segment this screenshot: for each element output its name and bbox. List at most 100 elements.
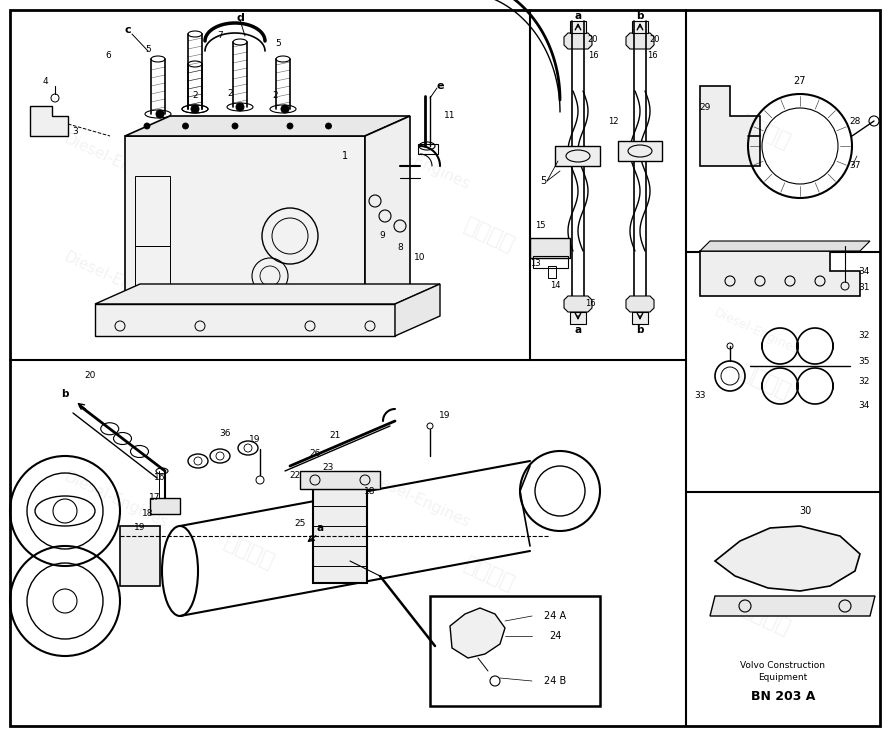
Text: 23: 23: [322, 464, 334, 473]
Text: 20: 20: [650, 35, 660, 43]
Bar: [430, 596, 600, 706]
Text: 5: 5: [275, 38, 281, 48]
Circle shape: [281, 105, 289, 113]
Text: 5: 5: [145, 46, 151, 54]
Text: c: c: [125, 25, 132, 35]
Text: 32: 32: [859, 331, 870, 341]
Text: 24: 24: [549, 631, 562, 641]
Text: 6: 6: [105, 52, 111, 60]
Polygon shape: [700, 241, 870, 251]
Text: 34: 34: [859, 266, 870, 275]
Text: 柴发动力: 柴发动力: [461, 553, 518, 595]
Text: b: b: [636, 325, 643, 335]
Text: 18: 18: [364, 486, 376, 495]
Polygon shape: [30, 106, 68, 136]
Text: 28: 28: [849, 116, 861, 126]
Text: 柴发动力: 柴发动力: [461, 215, 518, 256]
Bar: [570, 312, 586, 324]
Circle shape: [287, 123, 293, 129]
Text: BN 203 A: BN 203 A: [751, 690, 815, 702]
Text: 26: 26: [310, 450, 320, 459]
Circle shape: [191, 105, 199, 113]
Text: b: b: [61, 389, 69, 399]
Text: 36: 36: [219, 428, 231, 437]
Polygon shape: [313, 489, 367, 583]
Text: 32: 32: [859, 377, 870, 386]
Text: Diesel-Engines: Diesel-Engines: [364, 470, 473, 531]
Text: Diesel-Engines: Diesel-Engines: [61, 249, 170, 311]
Text: 8: 8: [397, 244, 403, 252]
Text: Diesel-Engines: Diesel-Engines: [364, 131, 473, 193]
Text: 21: 21: [329, 431, 341, 441]
Polygon shape: [564, 296, 592, 312]
Text: d: d: [236, 13, 244, 23]
Text: 33: 33: [694, 392, 706, 400]
Text: 16: 16: [154, 473, 166, 483]
Text: 25: 25: [295, 518, 305, 528]
Circle shape: [232, 123, 238, 129]
Text: 31: 31: [859, 283, 870, 292]
Polygon shape: [700, 251, 860, 296]
Text: 16: 16: [585, 300, 595, 308]
Text: 2: 2: [192, 91, 198, 101]
Polygon shape: [300, 471, 380, 489]
Text: 柴发动力: 柴发动力: [737, 362, 794, 403]
Text: 14: 14: [550, 281, 560, 291]
Text: 2: 2: [272, 91, 278, 101]
Text: 24 A: 24 A: [544, 611, 566, 621]
Text: 17: 17: [150, 494, 161, 503]
Text: 29: 29: [700, 104, 711, 113]
Text: Equipment: Equipment: [758, 673, 807, 682]
Text: 19: 19: [134, 523, 146, 533]
Circle shape: [144, 123, 150, 129]
Text: 24 B: 24 B: [544, 676, 566, 686]
Bar: [570, 21, 586, 33]
Text: 13: 13: [530, 260, 540, 269]
Circle shape: [156, 110, 164, 118]
Text: 10: 10: [414, 253, 425, 263]
Text: e: e: [436, 81, 444, 91]
Text: a: a: [317, 523, 324, 533]
Text: 18: 18: [142, 509, 154, 518]
Text: 37: 37: [849, 161, 861, 171]
Bar: [135, 176, 170, 246]
Text: 7: 7: [217, 32, 222, 40]
Text: 16: 16: [587, 52, 598, 60]
Bar: [555, 146, 600, 166]
Text: 4: 4: [42, 77, 48, 85]
Text: 柴发动力: 柴发动力: [212, 289, 269, 330]
Polygon shape: [125, 136, 365, 306]
Text: 柴发动力: 柴发动力: [737, 598, 794, 639]
Bar: [632, 21, 648, 33]
Text: 11: 11: [444, 111, 456, 121]
Text: 27: 27: [794, 76, 806, 86]
Polygon shape: [700, 86, 760, 166]
Text: 柴发动力: 柴发动力: [221, 185, 278, 227]
Text: 30: 30: [799, 506, 811, 516]
Circle shape: [326, 123, 331, 129]
Polygon shape: [125, 116, 410, 136]
Text: Diesel-Engines: Diesel-Engines: [712, 305, 801, 357]
Bar: [530, 238, 570, 258]
Text: 1: 1: [342, 151, 348, 161]
Circle shape: [236, 103, 244, 111]
Polygon shape: [626, 33, 654, 49]
Text: 3: 3: [72, 127, 78, 135]
Bar: [618, 141, 662, 161]
Bar: [135, 246, 170, 306]
Text: Volvo Construction: Volvo Construction: [740, 662, 826, 670]
Polygon shape: [715, 526, 860, 591]
Circle shape: [182, 123, 189, 129]
Text: 22: 22: [289, 472, 301, 481]
Text: 柴发动力: 柴发动力: [737, 112, 794, 153]
Polygon shape: [710, 596, 875, 616]
Polygon shape: [365, 116, 410, 306]
Polygon shape: [95, 284, 440, 304]
Polygon shape: [626, 296, 654, 312]
Polygon shape: [395, 284, 440, 336]
Text: 19: 19: [440, 411, 450, 420]
Text: 9: 9: [379, 232, 384, 241]
Text: 柴发动力: 柴发动力: [221, 531, 278, 573]
Text: 19: 19: [249, 434, 261, 444]
Text: b: b: [636, 11, 643, 21]
